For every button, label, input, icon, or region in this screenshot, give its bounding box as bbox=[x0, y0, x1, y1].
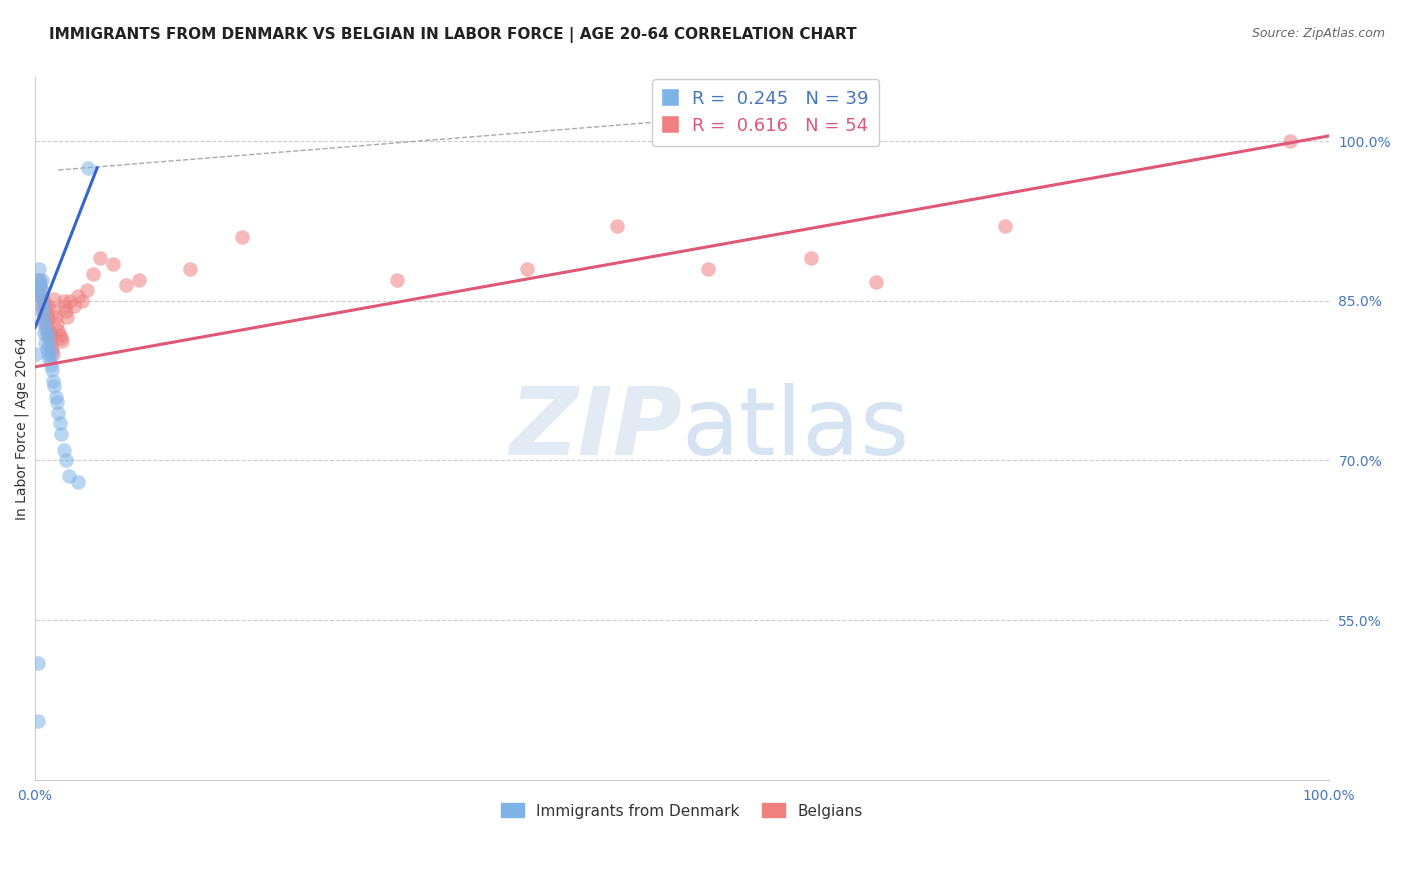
Point bbox=[39, 358, 62, 372]
Point bbox=[66, 288, 89, 302]
Point bbox=[37, 299, 59, 313]
Point bbox=[101, 257, 124, 271]
Point bbox=[46, 318, 69, 332]
Point bbox=[865, 275, 887, 289]
Point bbox=[31, 315, 53, 329]
Point bbox=[52, 442, 75, 457]
Point bbox=[38, 338, 60, 352]
Point bbox=[32, 296, 55, 310]
Point bbox=[27, 714, 49, 728]
Point bbox=[32, 310, 55, 324]
Y-axis label: In Labor Force | Age 20-64: In Labor Force | Age 20-64 bbox=[15, 337, 30, 520]
Point bbox=[35, 342, 58, 356]
Point bbox=[31, 285, 53, 300]
Point bbox=[38, 331, 60, 345]
Point bbox=[39, 326, 62, 340]
Point bbox=[231, 230, 253, 244]
Point bbox=[114, 277, 136, 292]
Legend: Immigrants from Denmark, Belgians: Immigrants from Denmark, Belgians bbox=[495, 797, 869, 824]
Point bbox=[31, 304, 53, 318]
Point bbox=[76, 283, 98, 297]
Point bbox=[82, 267, 104, 281]
Point bbox=[46, 406, 69, 420]
Point bbox=[28, 283, 51, 297]
Point bbox=[52, 293, 75, 308]
Point bbox=[44, 379, 66, 393]
Point bbox=[42, 347, 65, 361]
Point bbox=[46, 395, 69, 409]
Point bbox=[37, 331, 59, 345]
Point bbox=[32, 310, 55, 324]
Point bbox=[55, 453, 77, 467]
Point bbox=[516, 262, 538, 277]
Point bbox=[387, 272, 409, 286]
Point bbox=[49, 426, 72, 441]
Point bbox=[31, 293, 53, 308]
Point bbox=[31, 272, 53, 286]
Point bbox=[49, 331, 72, 345]
Point bbox=[37, 312, 59, 326]
Point bbox=[30, 288, 52, 302]
Point bbox=[41, 327, 63, 342]
Point bbox=[35, 320, 58, 334]
Point bbox=[28, 272, 51, 286]
Point bbox=[31, 299, 53, 313]
Point bbox=[45, 310, 67, 324]
Point bbox=[128, 272, 150, 286]
Point bbox=[30, 277, 52, 292]
Point bbox=[56, 310, 79, 324]
Point bbox=[45, 390, 67, 404]
Point bbox=[63, 299, 86, 313]
Point bbox=[39, 347, 62, 361]
Point bbox=[44, 292, 66, 306]
Text: Source: ZipAtlas.com: Source: ZipAtlas.com bbox=[1251, 27, 1385, 40]
Point bbox=[179, 262, 201, 277]
Point bbox=[30, 288, 52, 302]
Point bbox=[51, 334, 73, 349]
Point bbox=[34, 336, 56, 351]
Point bbox=[28, 262, 51, 277]
Point bbox=[77, 161, 100, 175]
Point bbox=[1278, 134, 1301, 148]
Point bbox=[35, 307, 58, 321]
Point bbox=[35, 326, 58, 340]
Point bbox=[55, 304, 77, 318]
Point bbox=[32, 326, 55, 340]
Point bbox=[31, 292, 53, 306]
Point bbox=[606, 219, 628, 234]
Text: IMMIGRANTS FROM DENMARK VS BELGIAN IN LABOR FORCE | AGE 20-64 CORRELATION CHART: IMMIGRANTS FROM DENMARK VS BELGIAN IN LA… bbox=[49, 27, 856, 43]
Point bbox=[696, 262, 718, 277]
Point bbox=[58, 469, 80, 483]
Point bbox=[37, 326, 59, 340]
Point bbox=[53, 299, 76, 313]
Text: ZIP: ZIP bbox=[509, 383, 682, 475]
Point bbox=[31, 304, 53, 318]
Point bbox=[66, 475, 89, 489]
Point bbox=[41, 363, 63, 377]
Text: atlas: atlas bbox=[682, 383, 910, 475]
Point bbox=[89, 252, 111, 266]
Point bbox=[46, 324, 69, 338]
Point bbox=[31, 283, 53, 297]
Point bbox=[70, 293, 93, 308]
Point bbox=[41, 342, 63, 356]
Point bbox=[59, 293, 82, 308]
Point bbox=[30, 277, 52, 292]
Point bbox=[39, 338, 62, 352]
Point bbox=[800, 252, 823, 266]
Point bbox=[994, 219, 1017, 234]
Point bbox=[25, 347, 48, 361]
Point bbox=[48, 416, 70, 430]
Point bbox=[44, 304, 66, 318]
Point bbox=[34, 301, 56, 316]
Point bbox=[28, 272, 51, 286]
Point bbox=[42, 374, 65, 388]
Point bbox=[34, 320, 56, 334]
Point bbox=[38, 352, 60, 367]
Point bbox=[27, 656, 49, 670]
Point bbox=[48, 327, 70, 342]
Point bbox=[34, 315, 56, 329]
Point bbox=[31, 299, 53, 313]
Point bbox=[37, 347, 59, 361]
